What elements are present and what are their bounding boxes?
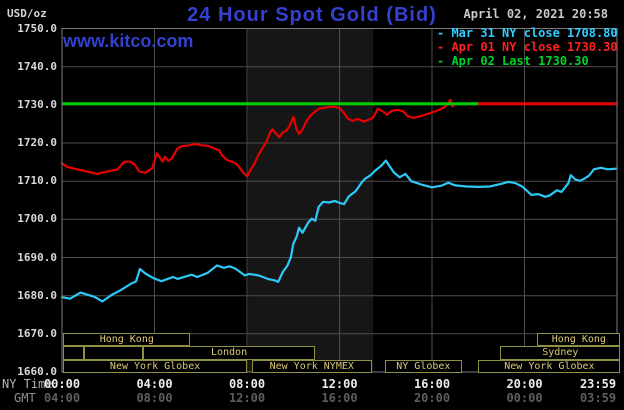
- gmt-row-label: GMT: [14, 391, 36, 405]
- x-tick-label-ny: 23:59: [579, 377, 617, 391]
- legend-item-apr02-last: - Apr 02 Last 1730.30: [437, 54, 589, 68]
- x-tick-label-ny: 08:00: [228, 377, 266, 391]
- session-box-new-york-globex: New York Globex: [478, 360, 621, 373]
- session-box-new-york-nymex: New York NYMEX: [251, 360, 372, 373]
- series-mar31-line: [60, 159, 618, 303]
- y-tick-label: 1680.0: [17, 288, 57, 302]
- y-tick-label: 1720.0: [17, 136, 57, 149]
- y-tick-label: 1740.0: [17, 59, 57, 73]
- y-tick-label: 1700.0: [17, 212, 57, 226]
- x-tick-label-gmt: 03:59: [579, 391, 617, 405]
- x-tick-label-gmt: 00:00: [506, 391, 543, 405]
- kitco-watermark: www.kitco.com: [63, 31, 194, 51]
- x-tick-label-gmt: 08:00: [136, 391, 173, 405]
- series-apr01-line: [60, 98, 457, 178]
- x-tick-label-ny: 20:00: [506, 377, 543, 391]
- y-tick-label: 1750.0: [17, 21, 57, 35]
- x-tick-label-ny: 00:00: [43, 377, 81, 391]
- x-tick-label-gmt: 16:00: [321, 391, 358, 405]
- legend: - Mar 31 NY close 1708.80- Apr 01 NY clo…: [437, 26, 618, 68]
- chart-datetime: April 02, 2021 20:58: [463, 7, 609, 21]
- session-box-new-york-globex: New York Globex: [63, 360, 247, 373]
- nymex-session-band: [248, 28, 374, 372]
- x-tick-label-ny: 16:00: [413, 377, 451, 391]
- y-tick-label: 1710.0: [17, 174, 57, 188]
- session-box-hong-kong: Hong Kong: [63, 332, 191, 346]
- ny-time-row-label: NY Time: [2, 377, 53, 391]
- session-box: [63, 346, 84, 360]
- y-tick-label: 1670.0: [17, 326, 57, 340]
- x-tick-label-gmt: 04:00: [43, 391, 81, 405]
- x-tick-label-gmt: 20:00: [413, 391, 451, 405]
- y-tick-label: 1730.0: [17, 97, 57, 111]
- session-box-hong-kong: Hong Kong: [537, 332, 621, 346]
- session-box-sydney: Sydney: [500, 346, 621, 360]
- x-tick-label-ny: 12:00: [321, 377, 358, 391]
- session-box-london: London: [142, 346, 316, 360]
- session-box-ny-globex: NY Globex: [384, 360, 463, 373]
- legend-item-apr01-close: - Apr 01 NY close 1730.30: [437, 40, 618, 54]
- x-tick-label-ny: 04:00: [136, 377, 173, 391]
- chart-title: 24 Hour Spot Gold (Bid): [187, 4, 437, 26]
- unit-label: USD/oz: [7, 7, 47, 20]
- session-box: [84, 346, 143, 360]
- x-tick-label-gmt: 12:00: [228, 391, 266, 405]
- y-tick-label: 1660.0: [17, 365, 57, 378]
- legend-item-mar31-close: - Mar 31 NY close 1708.80: [437, 26, 618, 40]
- y-tick-label: 1690.0: [17, 250, 57, 264]
